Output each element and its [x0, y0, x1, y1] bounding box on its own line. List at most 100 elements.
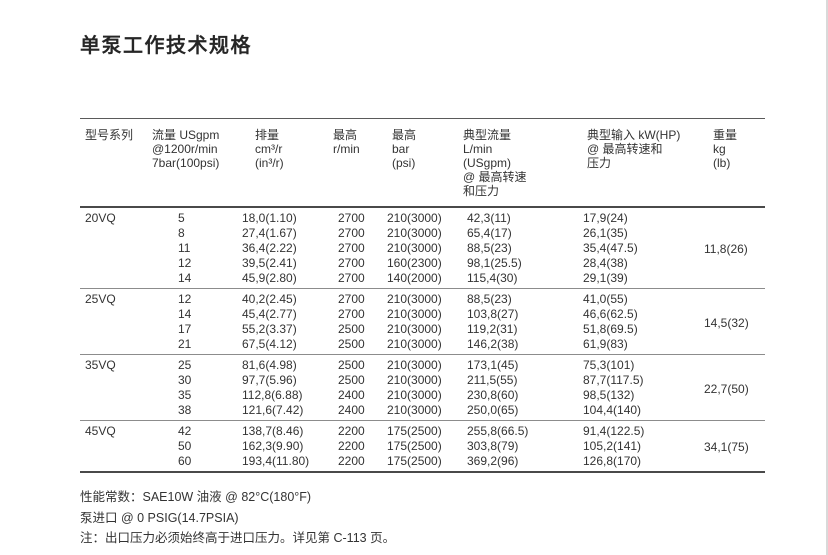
- series-group-20vq: 20VQ 5 18,0(1.10) 2700 210(3000) 42,3(11) 17,9…: [80, 207, 765, 289]
- cell-max-speed: 2700: [338, 292, 365, 306]
- cell-typical-input: 28,4(38): [583, 256, 628, 270]
- series-group-35vq: 35VQ 25 81,6(4.98) 2500 210(3000) 173,1(45) 75…: [80, 354, 765, 421]
- column-header-line: r/min: [333, 142, 360, 156]
- cell-typical-input: 29,1(39): [583, 271, 628, 285]
- cell-displacement: 45,9(2.80): [242, 271, 297, 285]
- column-header-line: 压力: [587, 156, 612, 170]
- series-label: 45VQ: [85, 424, 116, 438]
- cell-displacement: 162,3(9.90): [242, 439, 304, 453]
- table-row: 35 112,8(6.88) 2400 210(3000) 230,8(60) 98,5(…: [80, 388, 765, 403]
- table-row: 25VQ 12 40,2(2.45) 2700 210(3000) 88,5(23) 41,…: [80, 289, 765, 330]
- table-row: 60 193,4(11.80) 2200 175(2500) 369,2(96) 126,…: [80, 454, 765, 472]
- cell-displacement: 18,0(1.10): [242, 211, 297, 225]
- cell-max-pressure: 210(3000): [387, 322, 442, 336]
- series-label: 25VQ: [85, 292, 116, 306]
- cell-flow: 50: [178, 439, 192, 453]
- cell-flow: 38: [178, 403, 192, 417]
- cell-typical-flow: 103,8(27): [467, 307, 519, 321]
- table-row: 20VQ 5 18,0(1.10) 2700 210(3000) 42,3(11) 17,9…: [80, 207, 765, 256]
- cell-max-pressure: 210(3000): [387, 358, 442, 372]
- table-row: 14 45,4(2.77) 2700 210(3000) 103,8(27) 46,6(6…: [80, 307, 765, 322]
- cell-max-pressure: 140(2000): [387, 271, 442, 285]
- column-header-line: @1200r/min: [152, 142, 218, 156]
- column-header-line: 7bar(100psi): [152, 156, 220, 170]
- table-row: 14 45,9(2.80) 2700 140(2000) 115,4(30) 29,1(3…: [80, 271, 765, 289]
- cell-typical-flow: 115,4(30): [467, 271, 518, 285]
- cell-typical-flow: 303,8(79): [467, 439, 519, 453]
- cell-max-pressure: 210(3000): [387, 292, 442, 306]
- cell-flow: 21: [178, 337, 192, 351]
- cell-displacement: 81,6(4.98): [242, 358, 297, 372]
- cell-max-speed: 2500: [338, 373, 365, 387]
- series-label-empty: [80, 226, 150, 241]
- cell-typical-flow: 88,5(23): [467, 292, 512, 306]
- cell-weight: 22,7(50): [704, 381, 749, 396]
- series-label-empty: [80, 373, 150, 388]
- cell-max-speed: 2700: [338, 256, 365, 270]
- cell-flow: 14: [178, 307, 192, 321]
- column-header-line: 排量: [255, 128, 280, 142]
- cell-typical-flow: 88,5(23): [467, 241, 512, 255]
- cell-typical-input: 46,6(62.5): [583, 307, 638, 321]
- cell-displacement: 121,6(7.42): [242, 403, 304, 417]
- cell-max-pressure: 175(2500): [387, 454, 442, 468]
- cell-weight: 11,8(26): [704, 242, 748, 256]
- cell-displacement: 55,2(3.37): [242, 322, 297, 336]
- cell-max-speed: 2400: [338, 388, 365, 402]
- cell-typical-input: 26,1(35): [583, 226, 628, 240]
- cell-typical-flow: 98,1(25.5): [467, 256, 522, 270]
- column-header-series: 型号系列: [80, 118, 150, 208]
- column-header-line: 型号系列: [85, 128, 134, 142]
- cell-max-speed: 2700: [338, 211, 365, 225]
- cell-typical-flow: 119,2(31): [467, 322, 518, 336]
- note-outlet-pressure: 注：出口压力必须始终高于进口压力。详见第 C-113 页。: [80, 531, 396, 545]
- footnotes: 性能常数：SAE10W 油液 @ 82°C(180°F) 泵进口 @ 0 PSI…: [80, 487, 780, 549]
- cell-displacement: 27,4(1.67): [242, 226, 297, 240]
- cell-flow: 35: [178, 388, 192, 402]
- column-header-line: 最高: [392, 128, 417, 142]
- cell-typical-input: 75,3(101): [583, 358, 635, 372]
- cell-max-speed: 2200: [338, 454, 365, 468]
- column-header-displacement: 排量 cm³/r (in³/r): [235, 118, 330, 208]
- cell-max-pressure: 210(3000): [387, 337, 442, 351]
- column-header-line: bar: [392, 142, 410, 156]
- cell-max-speed: 2200: [338, 424, 365, 438]
- series-label-empty: [80, 337, 150, 355]
- table-row: 38 121,6(7.42) 2400 210(3000) 250,0(65) 104,4…: [80, 403, 765, 421]
- cell-max-pressure: 160(2300): [387, 256, 442, 270]
- series-label: 35VQ: [85, 358, 116, 372]
- header-row: 型号系列 流量 USgpm @1200r/min 7bar(100psi) 排量 cm³/…: [80, 118, 765, 208]
- cell-typical-input: 105,2(141): [583, 439, 642, 453]
- series-group-45vq: 45VQ 42 138,7(8.46) 2200 175(2500) 255,8(66.5…: [80, 420, 765, 472]
- series-label-empty: [80, 256, 150, 271]
- column-header-line: 典型输入 kW(HP): [587, 128, 681, 142]
- note-performance-constants: 性能常数：SAE10W 油液 @ 82°C(180°F): [80, 490, 312, 504]
- cell-flow: 12: [178, 256, 192, 270]
- cell-typical-input: 61,9(83): [583, 337, 628, 351]
- cell-flow: 11: [178, 241, 191, 255]
- column-header-line: 和压力: [463, 184, 500, 198]
- cell-max-speed: 2700: [338, 271, 365, 285]
- cell-typical-flow: 250,0(65): [467, 403, 519, 417]
- cell-weight: 14,5(32): [704, 315, 749, 330]
- column-header-line: @ 最高转速: [463, 170, 527, 184]
- column-header-weight: 重量 kg (lb): [702, 118, 765, 208]
- column-header-line: (psi): [392, 156, 416, 170]
- table-row: 35VQ 25 81,6(4.98) 2500 210(3000) 173,1(45) 75…: [80, 355, 765, 396]
- cell-typical-flow: 211,5(55): [467, 373, 518, 387]
- note-pump-inlet: 泵进口 @ 0 PSIG(14.7PSIA): [80, 510, 239, 525]
- column-header-line: (lb): [713, 156, 731, 170]
- cell-displacement: 45,4(2.77): [242, 307, 297, 321]
- column-header-flow: 流量 USgpm @1200r/min 7bar(100psi): [150, 118, 235, 208]
- page-edge-line: [826, 0, 828, 555]
- page-title: 单泵工作技术规格: [80, 35, 252, 57]
- cell-max-speed: 2400: [338, 403, 365, 417]
- column-header-line: (in³/r): [255, 156, 284, 170]
- series-label-empty: [80, 388, 150, 403]
- cell-typical-flow: 42,3(11): [467, 211, 511, 225]
- cell-flow: 14: [178, 271, 192, 285]
- table-row: 50 162,3(9.90) 2200 175(2500) 303,8(79) 105,2…: [80, 439, 765, 454]
- cell-max-pressure: 210(3000): [387, 307, 442, 321]
- cell-displacement: 97,7(5.96): [242, 373, 297, 387]
- column-header-line: @ 最高转速和: [587, 142, 663, 156]
